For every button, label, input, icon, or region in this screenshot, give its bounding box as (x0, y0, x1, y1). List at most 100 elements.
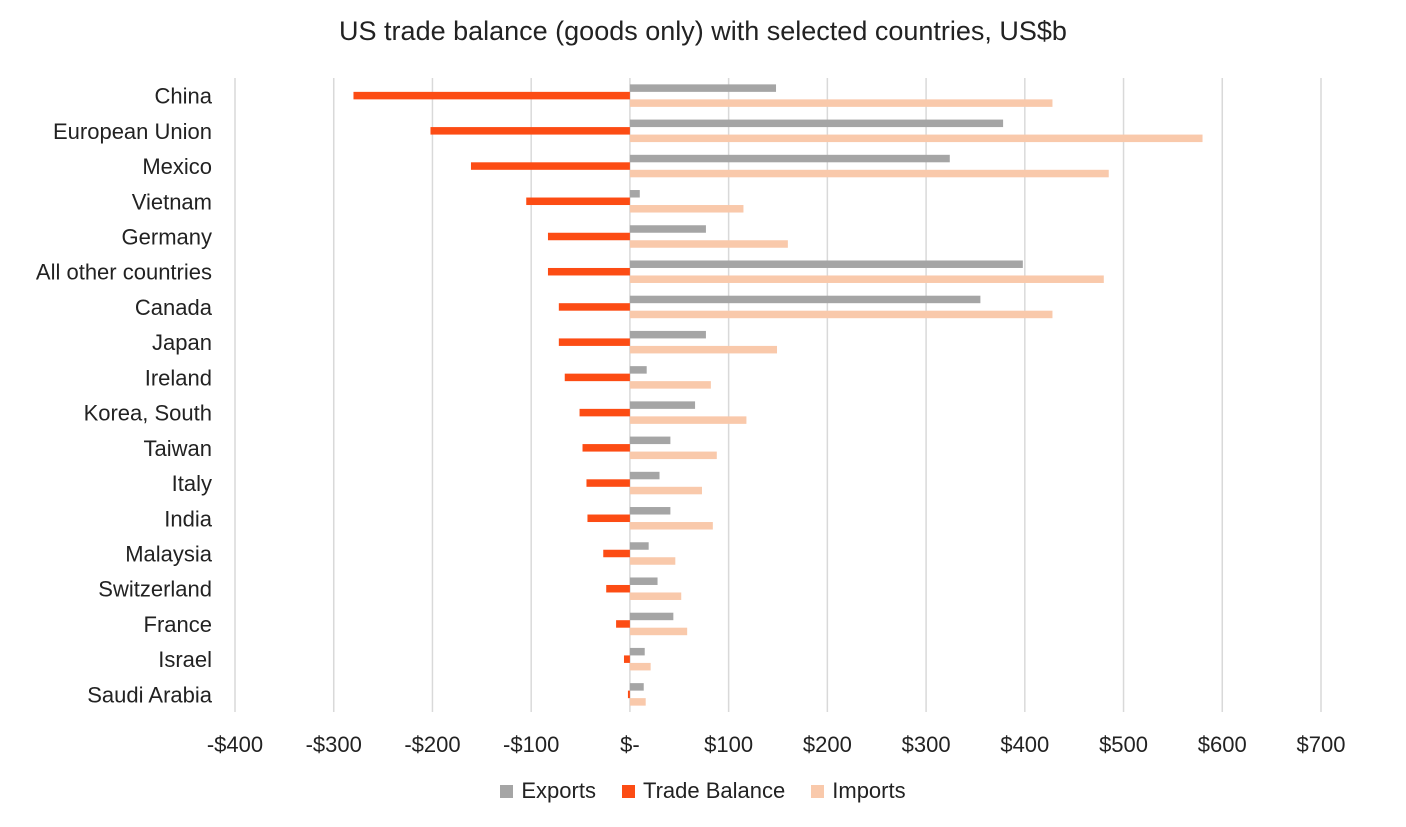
bar-trade-balance (627, 690, 630, 699)
x-axis-tick-labels: -$400 -$300 -$200 -$100 $- $100 $200 $300 $400 $5… (207, 732, 1346, 757)
bar-exports (629, 436, 671, 445)
bar-trade-balance (558, 338, 630, 346)
category-label: Canada (135, 295, 213, 320)
bar-trade-balance (586, 479, 630, 487)
x-tick-label: $300 (902, 732, 951, 757)
bar-trade-balance (616, 620, 630, 628)
legend: Exports Trade Balance Imports (0, 778, 1406, 804)
x-tick-label: -$200 (404, 732, 460, 757)
category-label: Israel (158, 647, 212, 672)
chart-title: US trade balance (goods only) with selec… (339, 16, 1067, 46)
bar-exports (629, 119, 1004, 128)
bar-imports (629, 522, 713, 530)
bar-chart: China European Union Mexico Vietnam Germany A… (36, 78, 1346, 757)
bar-imports (629, 557, 676, 565)
bar-exports (629, 154, 950, 163)
bar-imports (629, 627, 688, 636)
legend-label-exports: Exports (521, 778, 596, 803)
x-tick-label: $500 (1099, 732, 1148, 757)
bar-imports (629, 698, 646, 706)
category-label: Taiwan (144, 436, 212, 461)
bar-exports (629, 330, 706, 339)
category-label: European Union (53, 119, 212, 144)
bar-imports (629, 486, 702, 495)
bar-exports (629, 84, 777, 92)
bar-imports (629, 345, 778, 354)
category-label: Mexico (142, 154, 212, 179)
legend-label-imports: Imports (832, 778, 906, 803)
x-tick-label: -$300 (306, 732, 362, 757)
x-tick-label: -$100 (503, 732, 559, 757)
bar-imports (629, 99, 1053, 107)
bars (353, 84, 1203, 706)
bar-exports (629, 366, 647, 374)
bar-trade-balance (606, 584, 630, 593)
x-tick-label: $400 (1000, 732, 1049, 757)
x-tick-label: $700 (1297, 732, 1346, 757)
bar-imports (629, 169, 1109, 178)
bar-trade-balance (623, 655, 630, 663)
category-labels: China European Union Mexico Vietnam Germany A… (36, 84, 213, 708)
x-tick-label: $- (620, 732, 640, 757)
legend-swatch-imports (811, 784, 825, 798)
bar-trade-balance (430, 127, 630, 135)
x-tick-label: $200 (803, 732, 852, 757)
bar-trade-balance (558, 303, 630, 311)
legend-swatch-trade-balance (621, 784, 635, 798)
legend-item-trade-balance: Trade Balance (621, 778, 786, 804)
bar-exports (629, 647, 645, 656)
category-label: Germany (122, 225, 212, 250)
bar-exports (629, 401, 696, 409)
bar-trade-balance (587, 514, 630, 523)
category-label: Korea, South (84, 401, 212, 426)
bar-trade-balance (470, 162, 630, 170)
bar-exports (629, 542, 649, 550)
bar-exports (629, 295, 981, 304)
bar-exports (629, 225, 706, 233)
legend-item-exports: Exports (500, 778, 596, 804)
category-label: France (144, 612, 212, 637)
bar-imports (629, 134, 1203, 143)
category-label: Italy (172, 471, 212, 496)
x-tick-label: $100 (704, 732, 753, 757)
legend-swatch-exports (500, 784, 514, 798)
category-label: All other countries (36, 260, 212, 285)
bar-imports (629, 275, 1104, 283)
category-label: India (164, 506, 212, 531)
category-label: Saudi Arabia (87, 682, 213, 707)
category-label: Ireland (145, 365, 212, 390)
bar-imports (629, 592, 682, 600)
x-tick-label: $600 (1198, 732, 1247, 757)
bar-imports (629, 381, 711, 389)
bar-exports (629, 577, 658, 585)
bar-trade-balance (579, 408, 630, 417)
bar-imports (629, 451, 717, 460)
bar-imports (629, 662, 651, 671)
bar-trade-balance (547, 267, 630, 276)
x-tick-label: -$400 (207, 732, 263, 757)
category-label: Switzerland (98, 577, 212, 602)
category-label: Japan (152, 330, 212, 355)
category-label: Vietnam (132, 189, 212, 214)
bar-trade-balance (353, 91, 630, 100)
gridlines (234, 78, 1322, 712)
bar-imports (629, 240, 788, 248)
bar-imports (629, 205, 744, 213)
bar-trade-balance (564, 373, 630, 382)
bar-imports (629, 416, 747, 424)
bar-exports (629, 190, 640, 198)
bar-trade-balance (526, 197, 630, 206)
legend-label-trade-balance: Trade Balance (642, 778, 786, 803)
bar-trade-balance (547, 232, 630, 241)
bar-imports (629, 310, 1053, 319)
category-label: Malaysia (125, 542, 213, 567)
bar-exports (629, 260, 1023, 268)
bar-trade-balance (582, 444, 630, 452)
legend-item-imports: Imports (811, 778, 906, 804)
category-label: China (155, 84, 213, 109)
bar-trade-balance (603, 549, 630, 558)
bar-exports (629, 612, 674, 621)
bar-exports (629, 683, 644, 691)
bar-exports (629, 471, 660, 480)
bar-exports (629, 507, 671, 515)
